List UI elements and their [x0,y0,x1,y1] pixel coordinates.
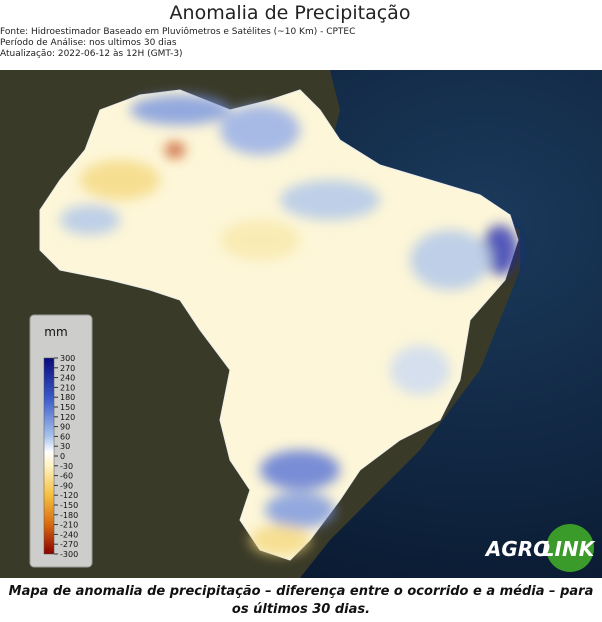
anomaly-blobs [60,95,518,555]
colorbar-tick-label: -150 [60,501,78,510]
colorbar-tick-label: 180 [60,393,75,402]
colorbar-tick-label: -30 [60,462,73,471]
colorbar-tick-label: 60 [60,432,70,441]
colorbar-tick-label: 0 [60,452,65,461]
colorbar-tick-label: 240 [60,374,75,383]
colorbar-tick-label: 300 [60,354,75,363]
period-line: Período de Análise: nos ultimos 30 dias [0,38,177,48]
colorbar-tick-label: -240 [60,530,78,539]
title: Anomalia de Precipitação [169,2,411,24]
map: mm 3002702402101801501209060300-30-60-90… [0,70,602,578]
colorbar-tick-label: 150 [60,403,75,412]
logo-text: LINK [542,537,596,561]
colorbar-tick-label: -210 [60,521,78,530]
source-line: Fonte: Hidroestimador Baseado em Pluviôm… [0,27,356,37]
colorbar [43,357,55,555]
colorbar-tick-label: 210 [60,383,75,392]
update-line: Atualização: 2022-06-12 às 12H (GMT-3) [0,49,183,59]
colorbar-tick-label: -60 [60,472,73,481]
colorbar-tick-label: -270 [60,540,78,549]
colorbar-tick-label: -180 [60,511,78,520]
colorbar-unit: mm [44,325,67,339]
colorbar-tick-label: 30 [60,442,70,451]
colorbar-tick-label: -120 [60,491,78,500]
logo-circle [546,524,594,572]
brazil [39,89,519,561]
colorbar-tick-label: 120 [60,413,75,422]
colorbar-tick-label: -300 [60,550,78,559]
caption: Mapa de anomalia de precipitação – difer… [8,584,594,617]
colorbar-tick-label: 90 [60,423,70,432]
logo-text: AGRO [484,537,550,561]
colorbar-tick-label: -90 [60,481,73,490]
colorbar-ticks: 3002702402101801501209060300-30-60-90-12… [54,354,78,559]
colorbar-tick-label: 270 [60,364,75,373]
